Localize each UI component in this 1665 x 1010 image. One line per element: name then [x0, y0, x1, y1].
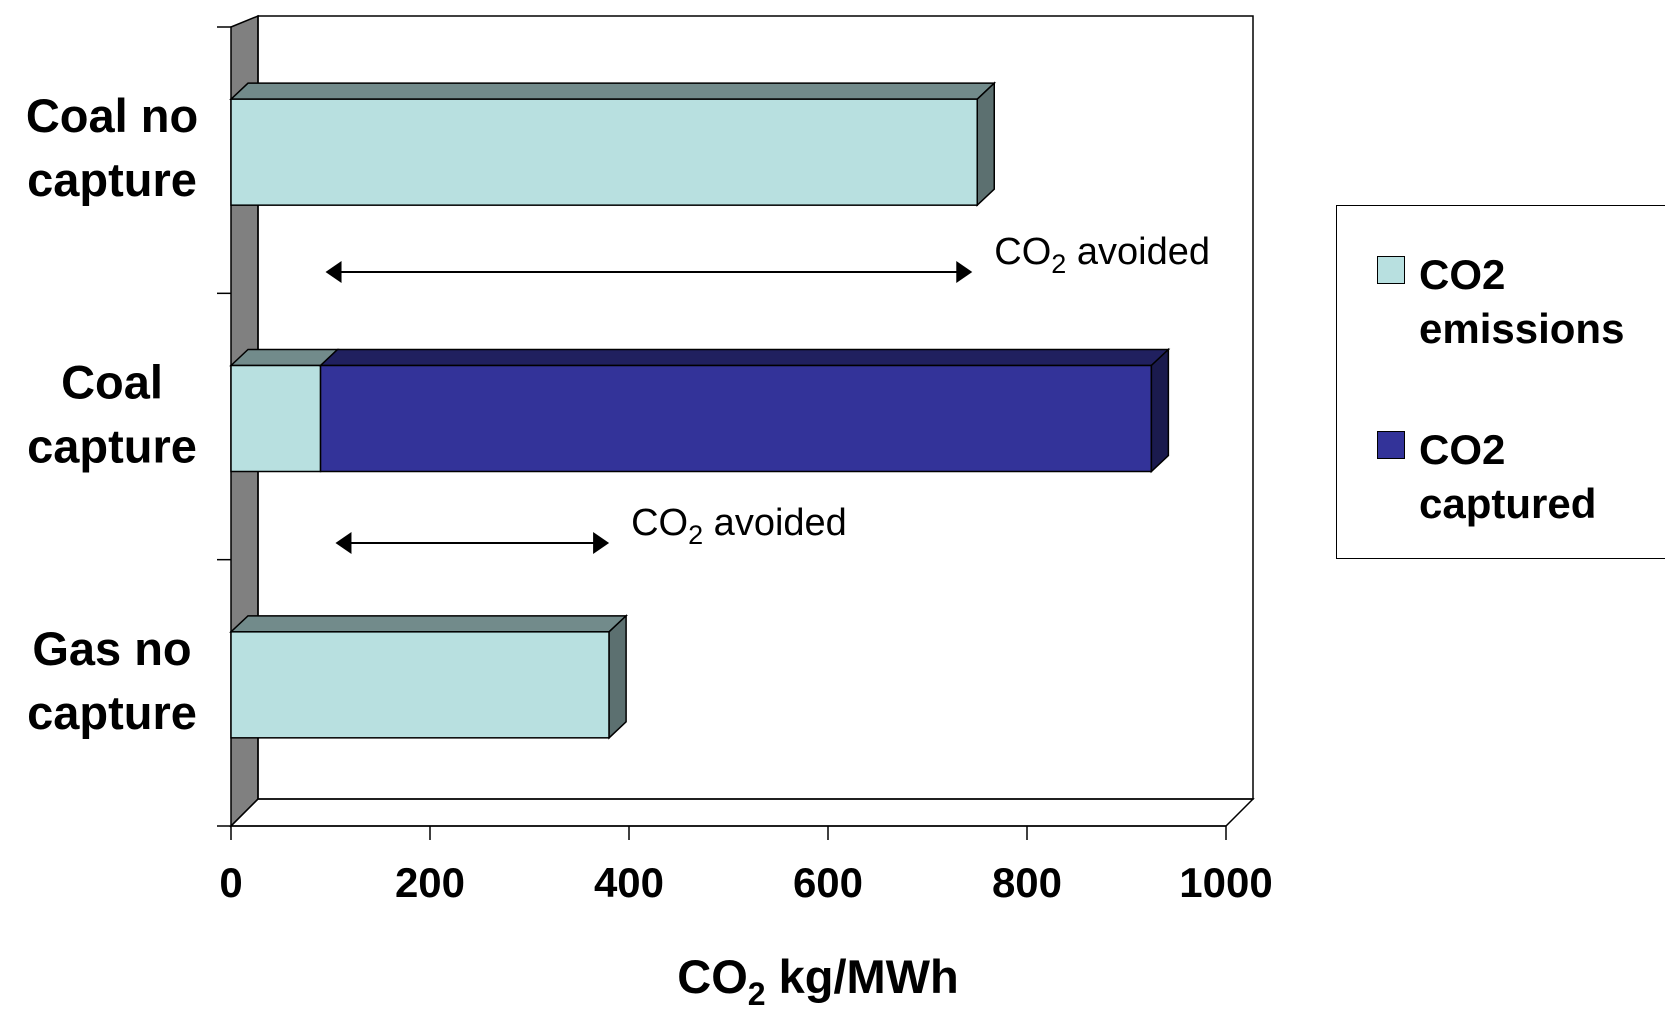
- category-label: capture: [27, 686, 197, 739]
- annotation-arrowhead-right: [956, 261, 973, 283]
- x-tick-label: 0: [219, 859, 242, 906]
- category-label: Gas no: [32, 622, 191, 675]
- x-tick-label: 1000: [1179, 859, 1272, 906]
- annotation-label: CO2 avoided: [994, 231, 1210, 279]
- bar-top-face: [229, 82, 997, 100]
- bar: [319, 364, 1153, 473]
- x-tick-label: 600: [793, 859, 863, 906]
- category-label: capture: [27, 420, 197, 473]
- bar: [230, 364, 322, 473]
- x-axis-title: CO2 kg/MWh: [677, 950, 958, 1010]
- bar: [230, 98, 978, 206]
- annotation-arrowhead-right: [593, 532, 610, 554]
- x-tick-label: 400: [594, 859, 664, 906]
- category-label: capture: [27, 153, 197, 206]
- x-tick-label: 800: [992, 859, 1062, 906]
- floor: [229, 798, 1255, 827]
- bar: [230, 631, 610, 739]
- legend-label-co2-emissions: CO2 emissions: [1419, 251, 1625, 352]
- legend-item-co2-captured: CO2 captured: [1377, 423, 1659, 531]
- legend-item-co2-emissions: CO2 emissions: [1377, 248, 1659, 356]
- bar-side-face: [976, 81, 995, 207]
- bar-side-face: [608, 614, 627, 740]
- legend-swatch-co2-captured: [1377, 431, 1405, 459]
- annotation-arrowhead-left: [325, 261, 342, 283]
- bar-top-face: [318, 348, 1171, 367]
- category-label: Coal no: [26, 89, 198, 142]
- legend: CO2 emissions CO2 captured: [1336, 205, 1665, 559]
- category-label: Coal: [61, 356, 163, 409]
- legend-swatch-co2-emissions: [1377, 256, 1405, 284]
- bar-top-face: [229, 615, 628, 633]
- annotation-label: CO2 avoided: [631, 502, 847, 550]
- legend-label-co2-captured: CO2 captured: [1419, 426, 1597, 527]
- x-tick-label: 200: [395, 859, 465, 906]
- bar-top-face: [229, 348, 340, 367]
- annotation-arrowhead-left: [335, 532, 352, 554]
- bar-side-face: [1150, 347, 1170, 474]
